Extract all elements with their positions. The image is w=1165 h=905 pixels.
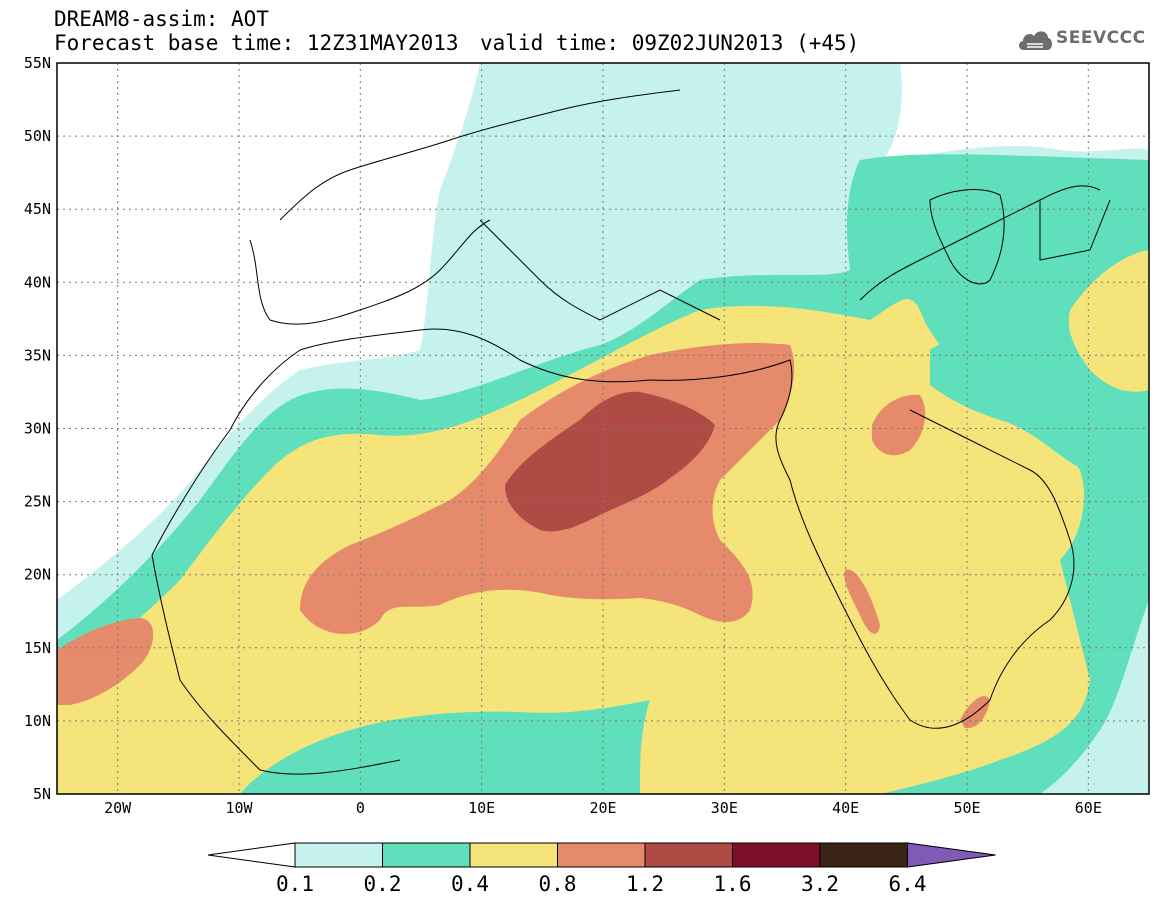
valid-time: valid time: 09Z02JUN2013 (+45)	[480, 31, 860, 55]
latitude-tick-label: 5N	[33, 785, 51, 803]
aot-contour-fields	[57, 63, 1149, 794]
longitude-tick-label: 60E	[1075, 799, 1102, 817]
graticule	[57, 63, 1149, 794]
aot-band-0.4-east	[1068, 250, 1149, 392]
colorbar-swatch	[819, 842, 908, 868]
longitude-tick-label: 10E	[468, 799, 495, 817]
colorbar-label: 1.6	[714, 872, 752, 896]
aot-band-0.8-redsea	[844, 569, 880, 634]
map-frame	[56, 62, 1150, 795]
colorbar-swatch	[644, 842, 733, 868]
latitude-tick-label: 40N	[24, 273, 51, 291]
colorbar-swatch	[382, 842, 471, 868]
colorbar-swatch	[294, 842, 383, 868]
aot-band-0.8-somalia	[960, 696, 990, 729]
latitude-labels: 55N 50N 45N 40N 35N 30N 25N 20N 15N 10N 5N	[24, 54, 51, 803]
coastlines	[151, 89, 1111, 775]
longitude-labels: 20W 10W 0 10E 20E 30E 40E 50E 60E	[104, 799, 1102, 817]
latitude-tick-label: 20N	[24, 566, 51, 584]
latitude-tick-label: 10N	[24, 712, 51, 730]
longitude-tick-label: 10W	[225, 799, 253, 817]
latitude-tick-label: 35N	[24, 346, 51, 364]
longitude-tick-label: 40E	[832, 799, 859, 817]
aot-band-1.2	[505, 391, 715, 532]
latitude-tick-label: 15N	[24, 639, 51, 657]
colorbar-label: 1.2	[626, 872, 664, 896]
aot-band-0.2-east	[930, 334, 1120, 475]
latitude-tick-label: 25N	[24, 493, 51, 511]
colorbar-label: 0.2	[364, 872, 402, 896]
colorbar-swatch	[557, 842, 646, 868]
longitude-tick-label: 20E	[589, 799, 616, 817]
colorbar-below-arrow	[207, 842, 296, 868]
aot-band-0.8-west	[57, 618, 154, 705]
colorbar-label: 0.8	[539, 872, 577, 896]
logo-text: SEEVCCC	[1056, 28, 1146, 48]
latitude-tick-label: 45N	[24, 200, 51, 218]
latitude-tick-label: 55N	[24, 54, 51, 72]
colorbar-label: 3.2	[801, 872, 839, 896]
longitude-tick-label: 0	[356, 799, 365, 817]
colorbar-swatch	[732, 842, 821, 868]
colorbar-above-arrow	[907, 842, 996, 868]
seevccc-logo: SEEVCCC	[1016, 24, 1156, 56]
colorbar-swatch	[469, 842, 558, 868]
colorbar-label: 0.1	[276, 872, 314, 896]
longitude-tick-label: 30E	[711, 799, 738, 817]
aot-band-0.8-arabia	[872, 394, 926, 456]
latitude-tick-label: 50N	[24, 127, 51, 145]
forecast-base-time: Forecast base time: 12Z31MAY2013	[54, 31, 459, 55]
colorbar-label: 0.4	[451, 872, 489, 896]
longitude-tick-label: 20W	[104, 799, 132, 817]
longitude-tick-label: 50E	[953, 799, 980, 817]
colorbar-label: 6.4	[889, 872, 927, 896]
colorbar: 0.1 0.2 0.4 0.8 1.2 1.6 3.2 6.4	[207, 842, 996, 896]
latitude-tick-label: 30N	[24, 420, 51, 438]
map-title: DREAM8-assim: AOT	[54, 7, 269, 31]
cloud-icon	[1018, 31, 1052, 50]
